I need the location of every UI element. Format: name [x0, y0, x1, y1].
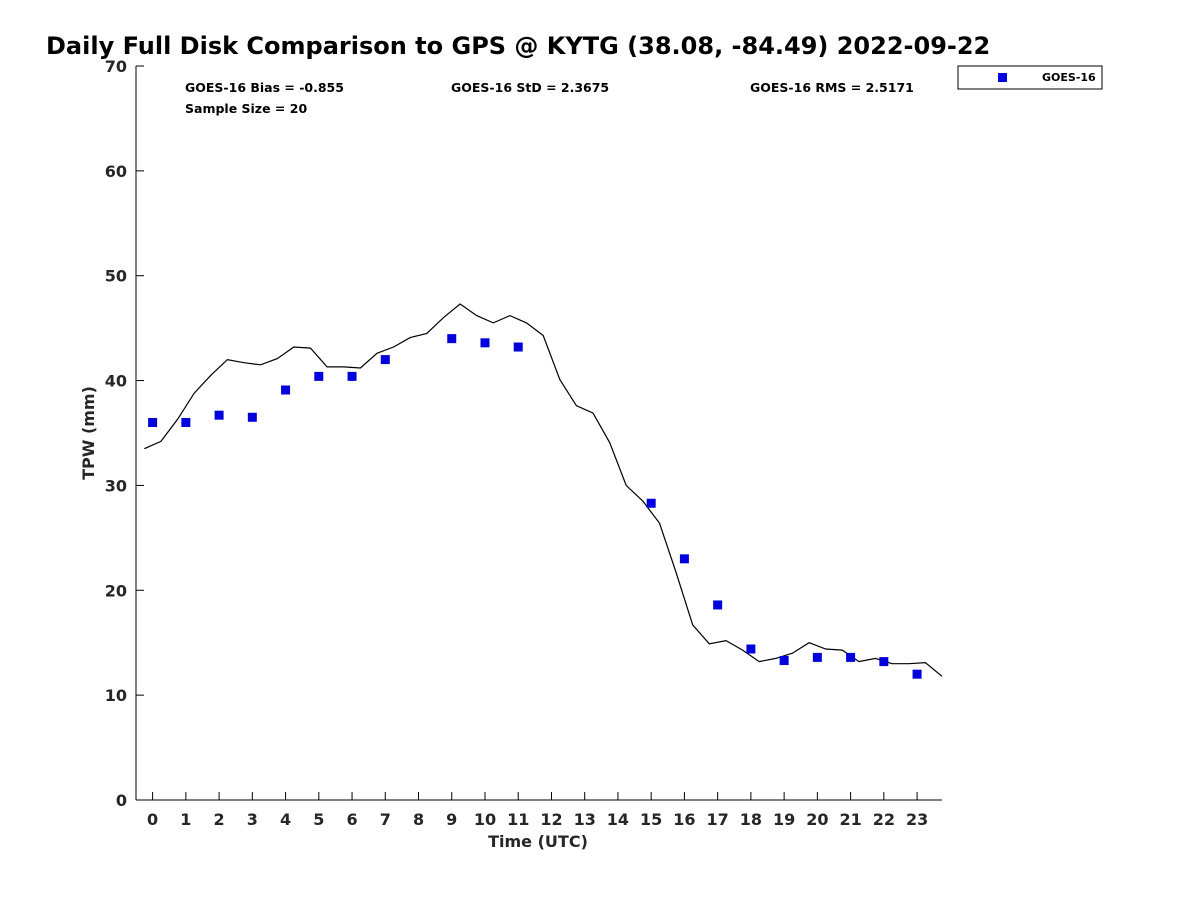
y-tick-label: 10 [105, 686, 127, 705]
goes16-data-point [812, 652, 822, 662]
x-tick-label: 3 [247, 810, 258, 829]
x-tick-label: 17 [707, 810, 729, 829]
goes16-data-point [314, 371, 324, 381]
goes16-data-point [779, 656, 789, 666]
goes16-data-point [846, 652, 856, 662]
stat-sample-size: Sample Size = 20 [185, 101, 307, 116]
goes16-data-point [513, 342, 523, 352]
goes16-data-point [181, 418, 191, 428]
gps-tpw-line [144, 303, 943, 677]
y-axis-title: TPW (mm) [79, 386, 98, 480]
x-tick-label: 11 [507, 810, 529, 829]
y-tick-label: 60 [105, 162, 127, 181]
legend-marker-goes16 [998, 73, 1007, 82]
x-tick-label: 0 [147, 810, 158, 829]
goes16-data-point [879, 657, 889, 667]
x-tick-label: 14 [607, 810, 629, 829]
legend-label-goes16: GOES-16 [1042, 71, 1096, 84]
x-tick-label: 6 [346, 810, 357, 829]
stat-std: GOES-16 StD = 2.3675 [451, 80, 609, 95]
x-tick-label: 22 [873, 810, 895, 829]
y-axis-ticks: 0 10 20 30 40 50 60 70 [105, 57, 144, 810]
goes16-data-point [247, 412, 257, 422]
x-tick-label: 1 [180, 810, 191, 829]
x-tick-label: 21 [839, 810, 861, 829]
goes16-data-point [679, 554, 689, 564]
x-tick-label: 9 [446, 810, 457, 829]
y-tick-label: 0 [116, 791, 127, 810]
x-tick-label: 18 [740, 810, 762, 829]
goes16-data-point [380, 355, 390, 365]
x-tick-label: 8 [413, 810, 424, 829]
x-tick-label: 2 [214, 810, 225, 829]
goes16-data-point [480, 338, 490, 348]
goes16-data-point [746, 644, 756, 654]
x-tick-label: 20 [806, 810, 828, 829]
goes16-data-point [713, 600, 723, 610]
y-tick-label: 70 [105, 57, 127, 76]
goes16-data-point [281, 385, 291, 395]
x-tick-label: 5 [313, 810, 324, 829]
x-tick-label: 16 [673, 810, 695, 829]
goes16-data-point [148, 418, 158, 428]
stat-rms: GOES-16 RMS = 2.5171 [750, 80, 914, 95]
x-tick-label: 23 [906, 810, 928, 829]
x-tick-label: 4 [280, 810, 291, 829]
goes16-data-point [214, 410, 224, 420]
gps-line-series [144, 303, 943, 677]
goes16-scatter-series [148, 334, 922, 679]
goes16-data-point [347, 371, 357, 381]
y-tick-label: 50 [105, 267, 127, 286]
x-tick-label: 12 [540, 810, 562, 829]
goes16-data-point [646, 498, 656, 508]
goes16-data-point [912, 669, 922, 679]
x-tick-label: 19 [773, 810, 795, 829]
x-tick-label: 7 [380, 810, 391, 829]
chart-title: Daily Full Disk Comparison to GPS @ KYTG… [46, 32, 990, 60]
legend-box [957, 65, 1103, 90]
x-tick-label: 10 [474, 810, 496, 829]
y-tick-label: 30 [105, 476, 127, 495]
x-axis-title: Time (UTC) [488, 832, 588, 851]
y-tick-label: 40 [105, 372, 127, 391]
x-tick-label: 13 [574, 810, 596, 829]
y-tick-label: 20 [105, 581, 127, 600]
goes16-data-point [447, 334, 457, 344]
x-axis-ticks: 0 1 2 3 4 5 6 7 8 9 10 11 12 13 14 15 16 17 18 19 20 21 22 23 [147, 792, 928, 829]
legend: GOES-16 [957, 65, 1103, 90]
stat-bias: GOES-16 Bias = -0.855 [185, 80, 344, 95]
x-tick-label: 15 [640, 810, 662, 829]
